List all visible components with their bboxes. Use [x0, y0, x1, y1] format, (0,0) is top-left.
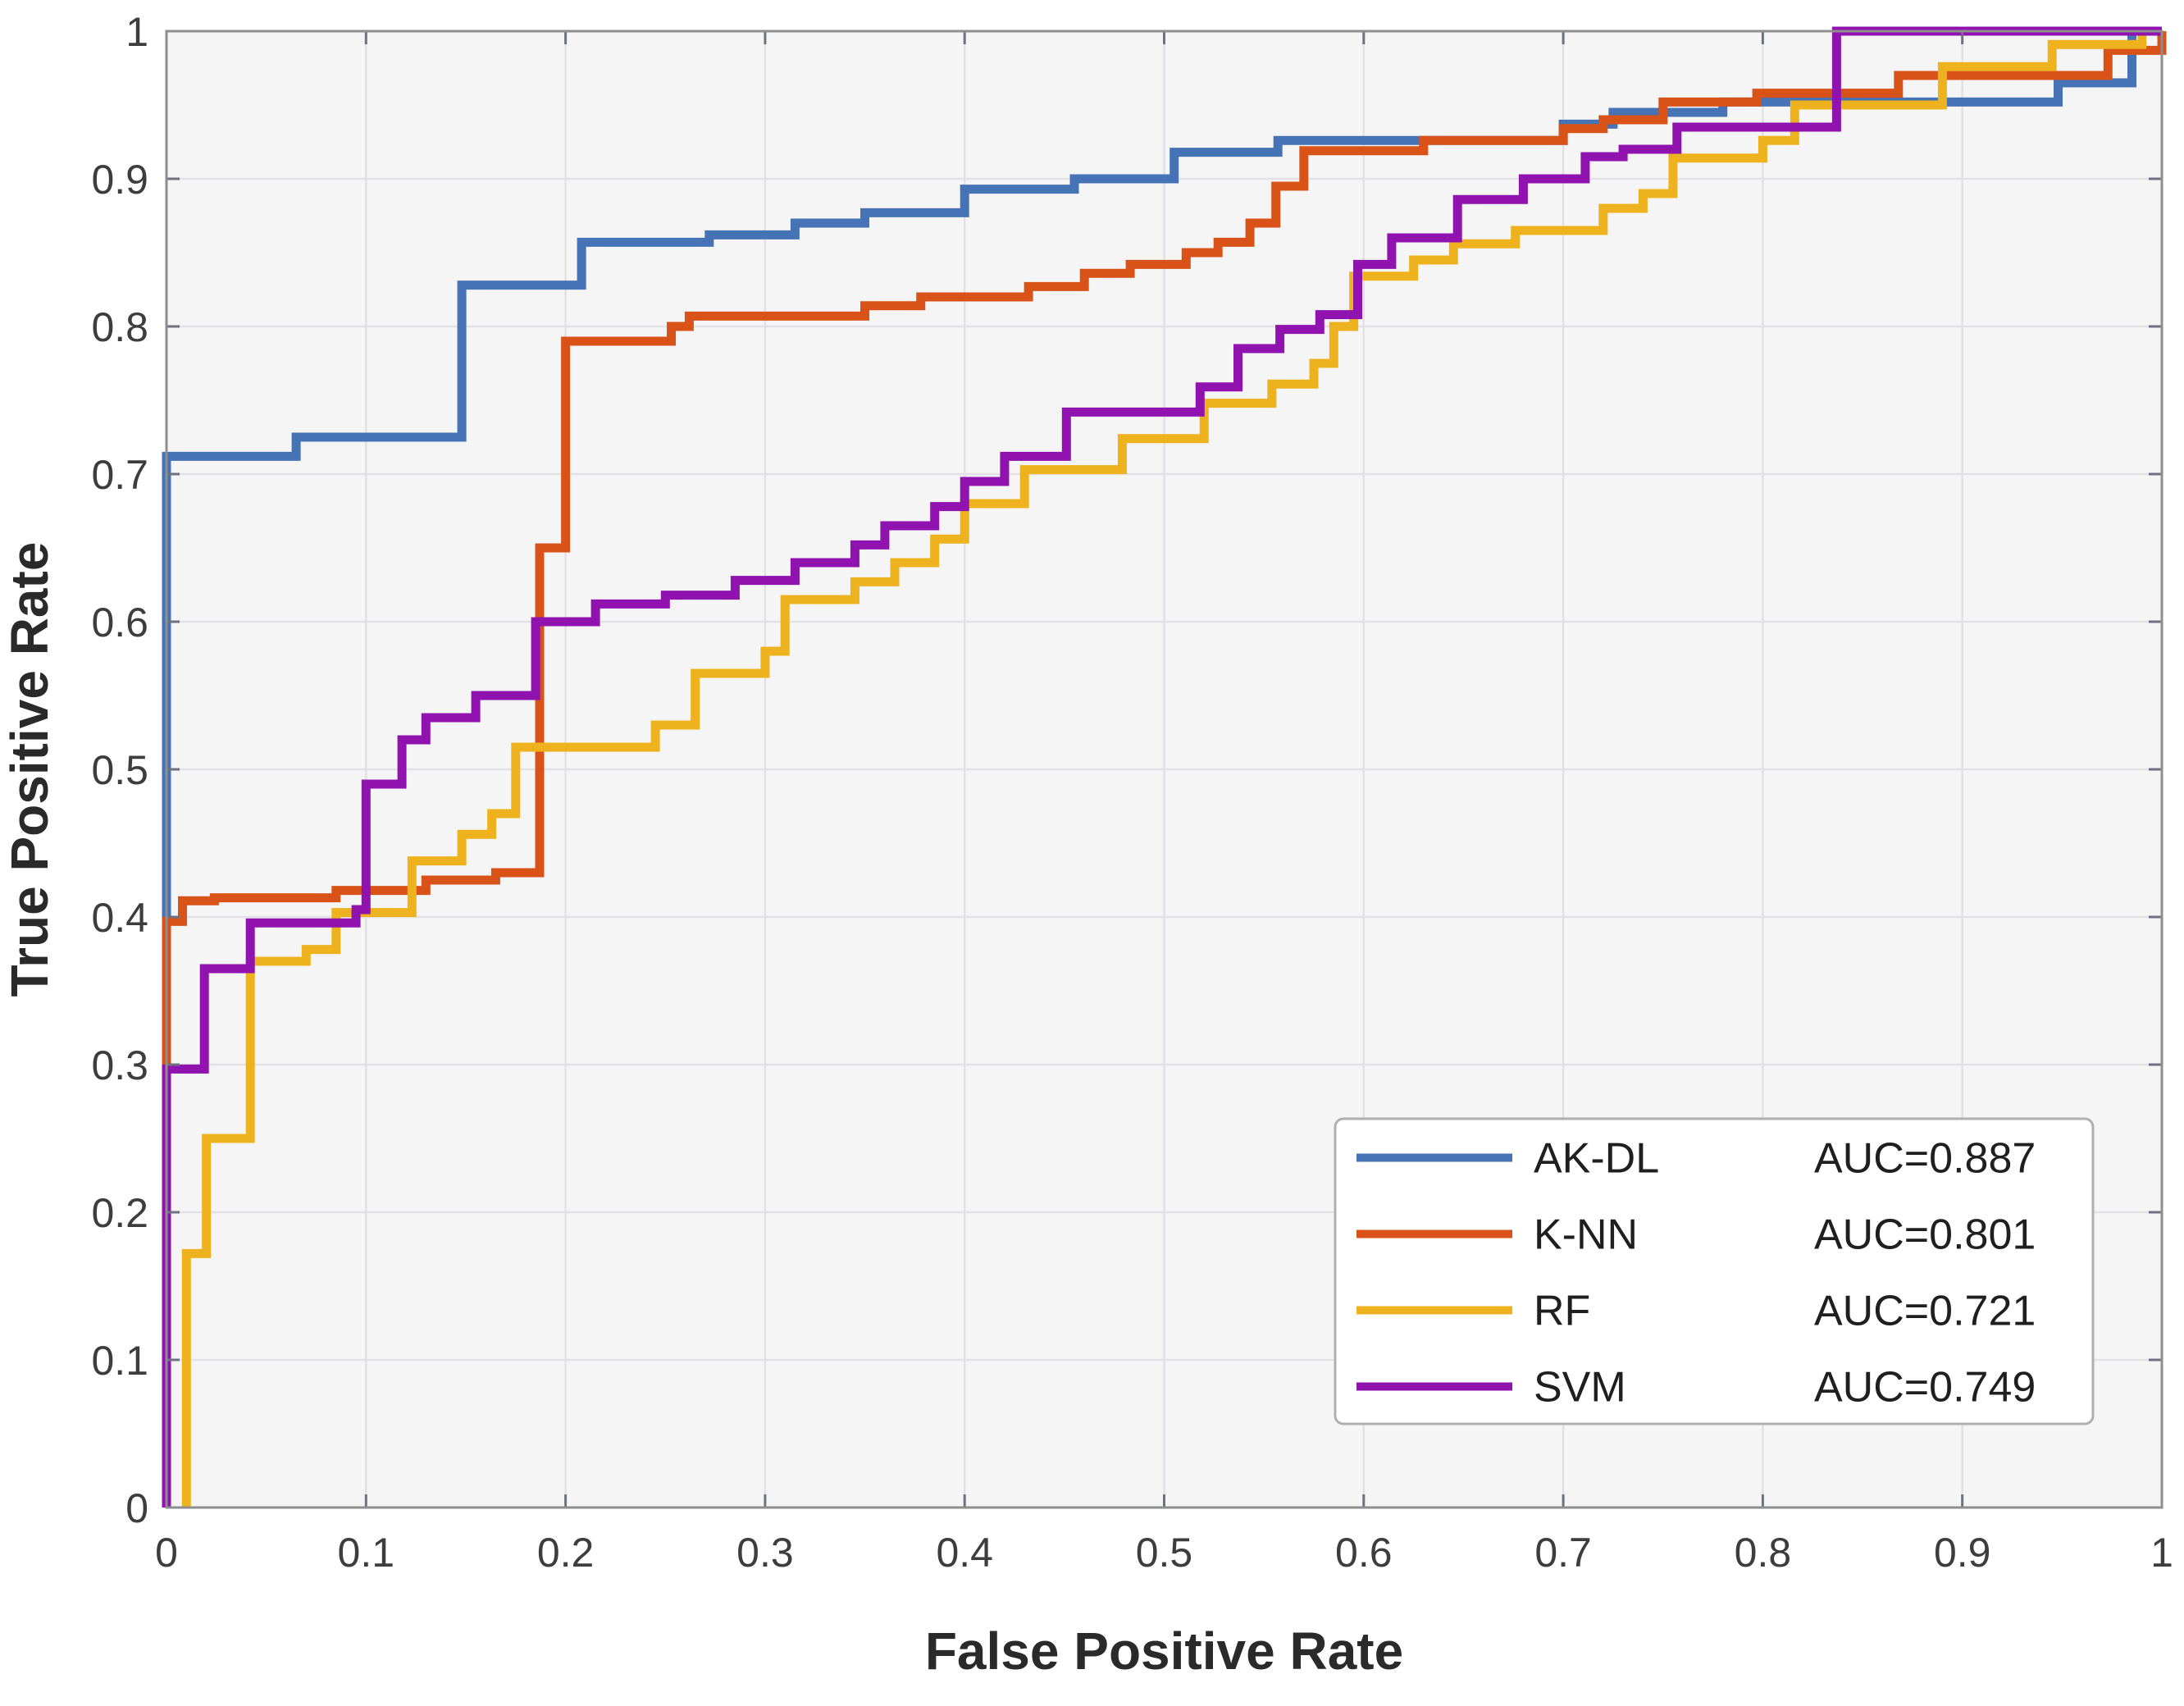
y-axis-title: True Positive Rate — [0, 542, 59, 997]
x-tick-labels: 0 0.1 0.2 0.3 0.4 0.5 0.6 0.7 0.8 0.9 1 — [155, 1530, 2173, 1576]
legend: AK-DL AUC=0.887 K-NN AUC=0.801 RF AUC=0.721 SV… — [1334, 1117, 2095, 1425]
legend-auc-rf: AUC=0.721 — [1814, 1288, 2036, 1335]
x-axis-title: False Positive Rate — [925, 1622, 1403, 1681]
x-tick-label: 0.6 — [1335, 1530, 1393, 1576]
legend-auc-ak-dl: AUC=0.887 — [1814, 1135, 2036, 1183]
x-tick-label: 0 — [155, 1530, 178, 1576]
y-tick-label: 0.6 — [91, 600, 148, 645]
x-tick-label: 0.9 — [1934, 1530, 1991, 1576]
roc-curves — [162, 26, 2167, 1508]
roc-curve-svm — [162, 26, 2162, 1508]
x-tick-label: 1 — [2150, 1530, 2173, 1576]
roc-curve-rf — [181, 26, 2162, 1508]
x-tick-label: 0.7 — [1534, 1530, 1592, 1576]
y-tick-label: 0.9 — [91, 157, 148, 203]
legend-label-svm: SVM — [1534, 1364, 1626, 1412]
y-tick-label: 0.3 — [91, 1042, 148, 1088]
y-tick-label: 0.7 — [91, 452, 148, 498]
legend-auc-k-nn: AUC=0.801 — [1814, 1211, 2036, 1259]
y-tick-label: 0.5 — [91, 747, 148, 793]
legend-label-rf: RF — [1534, 1288, 1590, 1335]
legend-label-k-nn: K-NN — [1534, 1211, 1638, 1259]
y-tick-label: 0.8 — [91, 304, 148, 350]
y-tick-label: 1 — [125, 9, 148, 55]
y-tick-label: 0 — [125, 1485, 148, 1531]
x-tick-label: 0.3 — [736, 1530, 794, 1576]
y-tick-labels: 0 0.1 0.2 0.3 0.4 0.5 0.6 0.7 0.8 0.9 1 — [91, 9, 148, 1531]
plot-border — [165, 30, 2163, 1509]
y-tick-label: 0.4 — [91, 895, 148, 941]
x-tick-label: 0.1 — [338, 1530, 395, 1576]
roc-curve-k-nn — [162, 31, 2167, 1508]
x-tick-label: 0.8 — [1735, 1530, 1792, 1576]
x-tick-label: 0.5 — [1136, 1530, 1193, 1576]
legend-box — [1334, 1117, 2095, 1425]
y-tick-label: 0.2 — [91, 1190, 148, 1236]
legend-auc-svm: AUC=0.749 — [1814, 1364, 2036, 1412]
y-tick-label: 0.1 — [91, 1338, 148, 1384]
x-tick-label: 0.4 — [936, 1530, 993, 1576]
legend-label-ak-dl: AK-DL — [1534, 1135, 1659, 1183]
x-tick-label: 0.2 — [537, 1530, 595, 1576]
